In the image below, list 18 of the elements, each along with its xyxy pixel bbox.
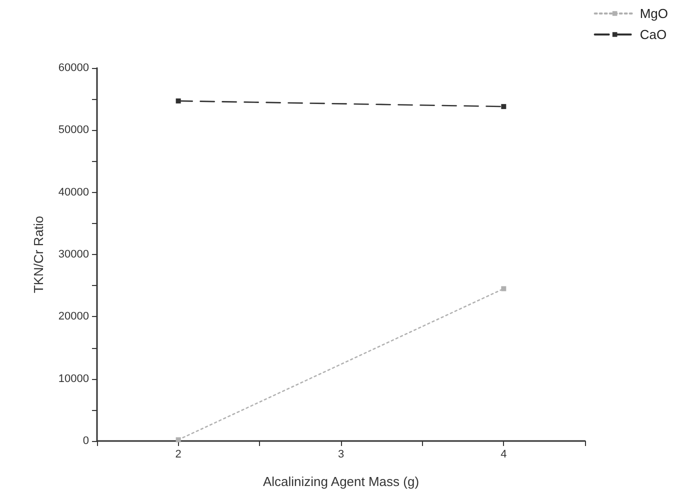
x-tick-label: 4 — [500, 448, 507, 460]
x-axis-title: Alcalinizing Agent Mass (g) — [262, 474, 420, 489]
x-tick-label: 3 — [338, 448, 344, 460]
y-tick-label: 40000 — [58, 186, 89, 198]
y-tick-label: 50000 — [58, 124, 89, 136]
x-tick-label: 2 — [175, 448, 182, 460]
legend-label: MgO — [640, 6, 668, 21]
point — [501, 286, 506, 292]
point — [176, 437, 181, 442]
y-tick-label: 10000 — [58, 372, 89, 385]
y-tick-label: 0 — [82, 435, 89, 447]
point — [176, 98, 181, 104]
y-axis-title: TKN/Cr Ratio — [31, 216, 46, 294]
y-tick-label: 60000 — [58, 62, 89, 74]
y-tick-label: 20000 — [58, 310, 89, 323]
legend-label: CaO — [640, 27, 667, 42]
point — [501, 104, 506, 110]
y-tick-label: 30000 — [58, 248, 89, 260]
